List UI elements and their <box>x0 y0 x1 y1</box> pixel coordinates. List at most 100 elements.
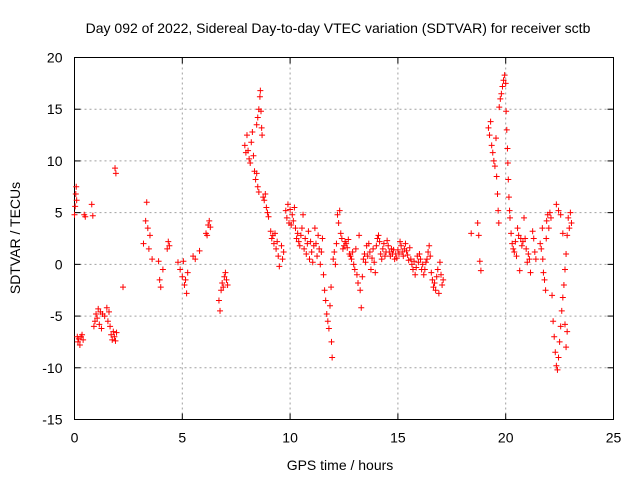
data-point-marker <box>492 135 499 142</box>
data-point-marker <box>72 191 79 198</box>
data-point-marker <box>561 266 568 273</box>
data-point-marker <box>424 256 431 263</box>
data-point-marker <box>196 247 203 254</box>
data-point-marker <box>113 329 120 336</box>
data-point-marker <box>76 342 83 349</box>
grid-layer <box>74 57 614 420</box>
data-point-marker <box>248 139 255 146</box>
data-point-marker <box>409 266 416 273</box>
data-point-marker <box>157 284 164 291</box>
data-point-marker <box>245 147 252 154</box>
data-point-marker <box>164 245 171 252</box>
data-point-marker <box>333 240 340 247</box>
data-point-marker <box>325 325 332 332</box>
data-point-marker <box>353 271 360 278</box>
data-point-marker <box>553 362 560 369</box>
y-tick-label: -10 <box>42 360 62 376</box>
data-point-marker <box>374 235 381 242</box>
x-tick-label: 0 <box>71 430 79 446</box>
data-point-marker <box>90 323 97 330</box>
data-point-marker <box>563 251 570 258</box>
data-point-marker <box>495 207 502 214</box>
data-point-marker <box>291 204 298 211</box>
data-point-marker <box>330 256 337 263</box>
data-point-marker <box>497 95 504 102</box>
data-point-marker <box>477 267 484 274</box>
data-point-marker <box>298 225 305 232</box>
data-point-marker <box>498 90 505 97</box>
data-point-marker <box>243 132 250 139</box>
data-point-marker <box>543 217 550 224</box>
data-point-marker <box>190 253 197 260</box>
data-point-marker <box>385 242 392 249</box>
data-point-marker <box>288 222 295 229</box>
data-point-marker <box>111 333 118 340</box>
data-point-marker <box>258 124 265 131</box>
data-point-marker <box>524 259 531 266</box>
data-point-marker <box>511 248 518 255</box>
data-point-marker <box>366 248 373 255</box>
data-point-marker <box>538 245 545 252</box>
data-point-marker <box>142 217 149 224</box>
data-point-marker <box>140 240 147 247</box>
data-point-marker <box>352 245 359 252</box>
data-point-marker <box>494 191 501 198</box>
data-point-marker <box>274 238 281 245</box>
data-point-marker <box>567 209 574 216</box>
data-point-marker <box>514 225 521 232</box>
data-point-marker <box>107 323 114 330</box>
data-point-marker <box>553 201 560 208</box>
data-point-marker <box>373 242 380 249</box>
data-point-marker <box>270 240 277 247</box>
data-point-marker <box>264 209 271 216</box>
data-point-marker <box>491 163 498 170</box>
data-point-marker <box>192 256 199 263</box>
data-point-marker <box>112 165 119 172</box>
data-point-marker <box>384 237 391 244</box>
data-point-marker <box>468 230 475 237</box>
data-point-marker <box>294 230 301 237</box>
data-point-marker <box>204 232 211 239</box>
data-point-marker <box>177 266 184 273</box>
data-point-marker <box>357 287 364 294</box>
data-point-marker <box>394 246 401 253</box>
data-point-marker <box>280 248 287 255</box>
data-point-marker <box>495 219 502 226</box>
data-point-marker <box>489 149 496 156</box>
data-point-marker <box>530 235 537 242</box>
data-point-marker <box>416 251 423 258</box>
data-point-marker <box>425 248 432 255</box>
data-point-marker <box>549 292 556 299</box>
data-point-marker <box>295 238 302 245</box>
data-point-marker <box>146 232 153 239</box>
data-point-marker <box>559 294 566 301</box>
data-point-marker <box>507 214 514 221</box>
data-point-marker <box>79 331 86 338</box>
data-point-marker <box>206 217 213 224</box>
data-point-marker <box>393 255 400 262</box>
data-point-marker <box>413 264 420 271</box>
data-point-marker <box>301 245 308 252</box>
data-point-marker <box>296 242 303 249</box>
data-point-marker <box>521 214 528 221</box>
data-point-marker <box>256 93 263 100</box>
data-point-marker <box>475 232 482 239</box>
data-point-marker <box>345 236 352 243</box>
data-point-marker <box>399 248 406 255</box>
data-point-marker <box>348 256 355 263</box>
data-point-marker <box>320 271 327 278</box>
data-point-marker <box>334 211 341 218</box>
data-point-marker <box>93 311 100 318</box>
data-point-marker <box>104 318 111 325</box>
data-point-marker <box>249 128 256 135</box>
data-point-marker <box>554 366 561 373</box>
data-point-marker <box>500 77 507 84</box>
data-point-marker <box>526 256 533 263</box>
data-point-marker <box>221 273 228 280</box>
data-point-marker <box>359 273 366 280</box>
data-point-marker <box>324 318 331 325</box>
data-point-marker <box>555 354 562 361</box>
plot-frame <box>74 57 614 420</box>
data-point-marker <box>502 80 509 87</box>
